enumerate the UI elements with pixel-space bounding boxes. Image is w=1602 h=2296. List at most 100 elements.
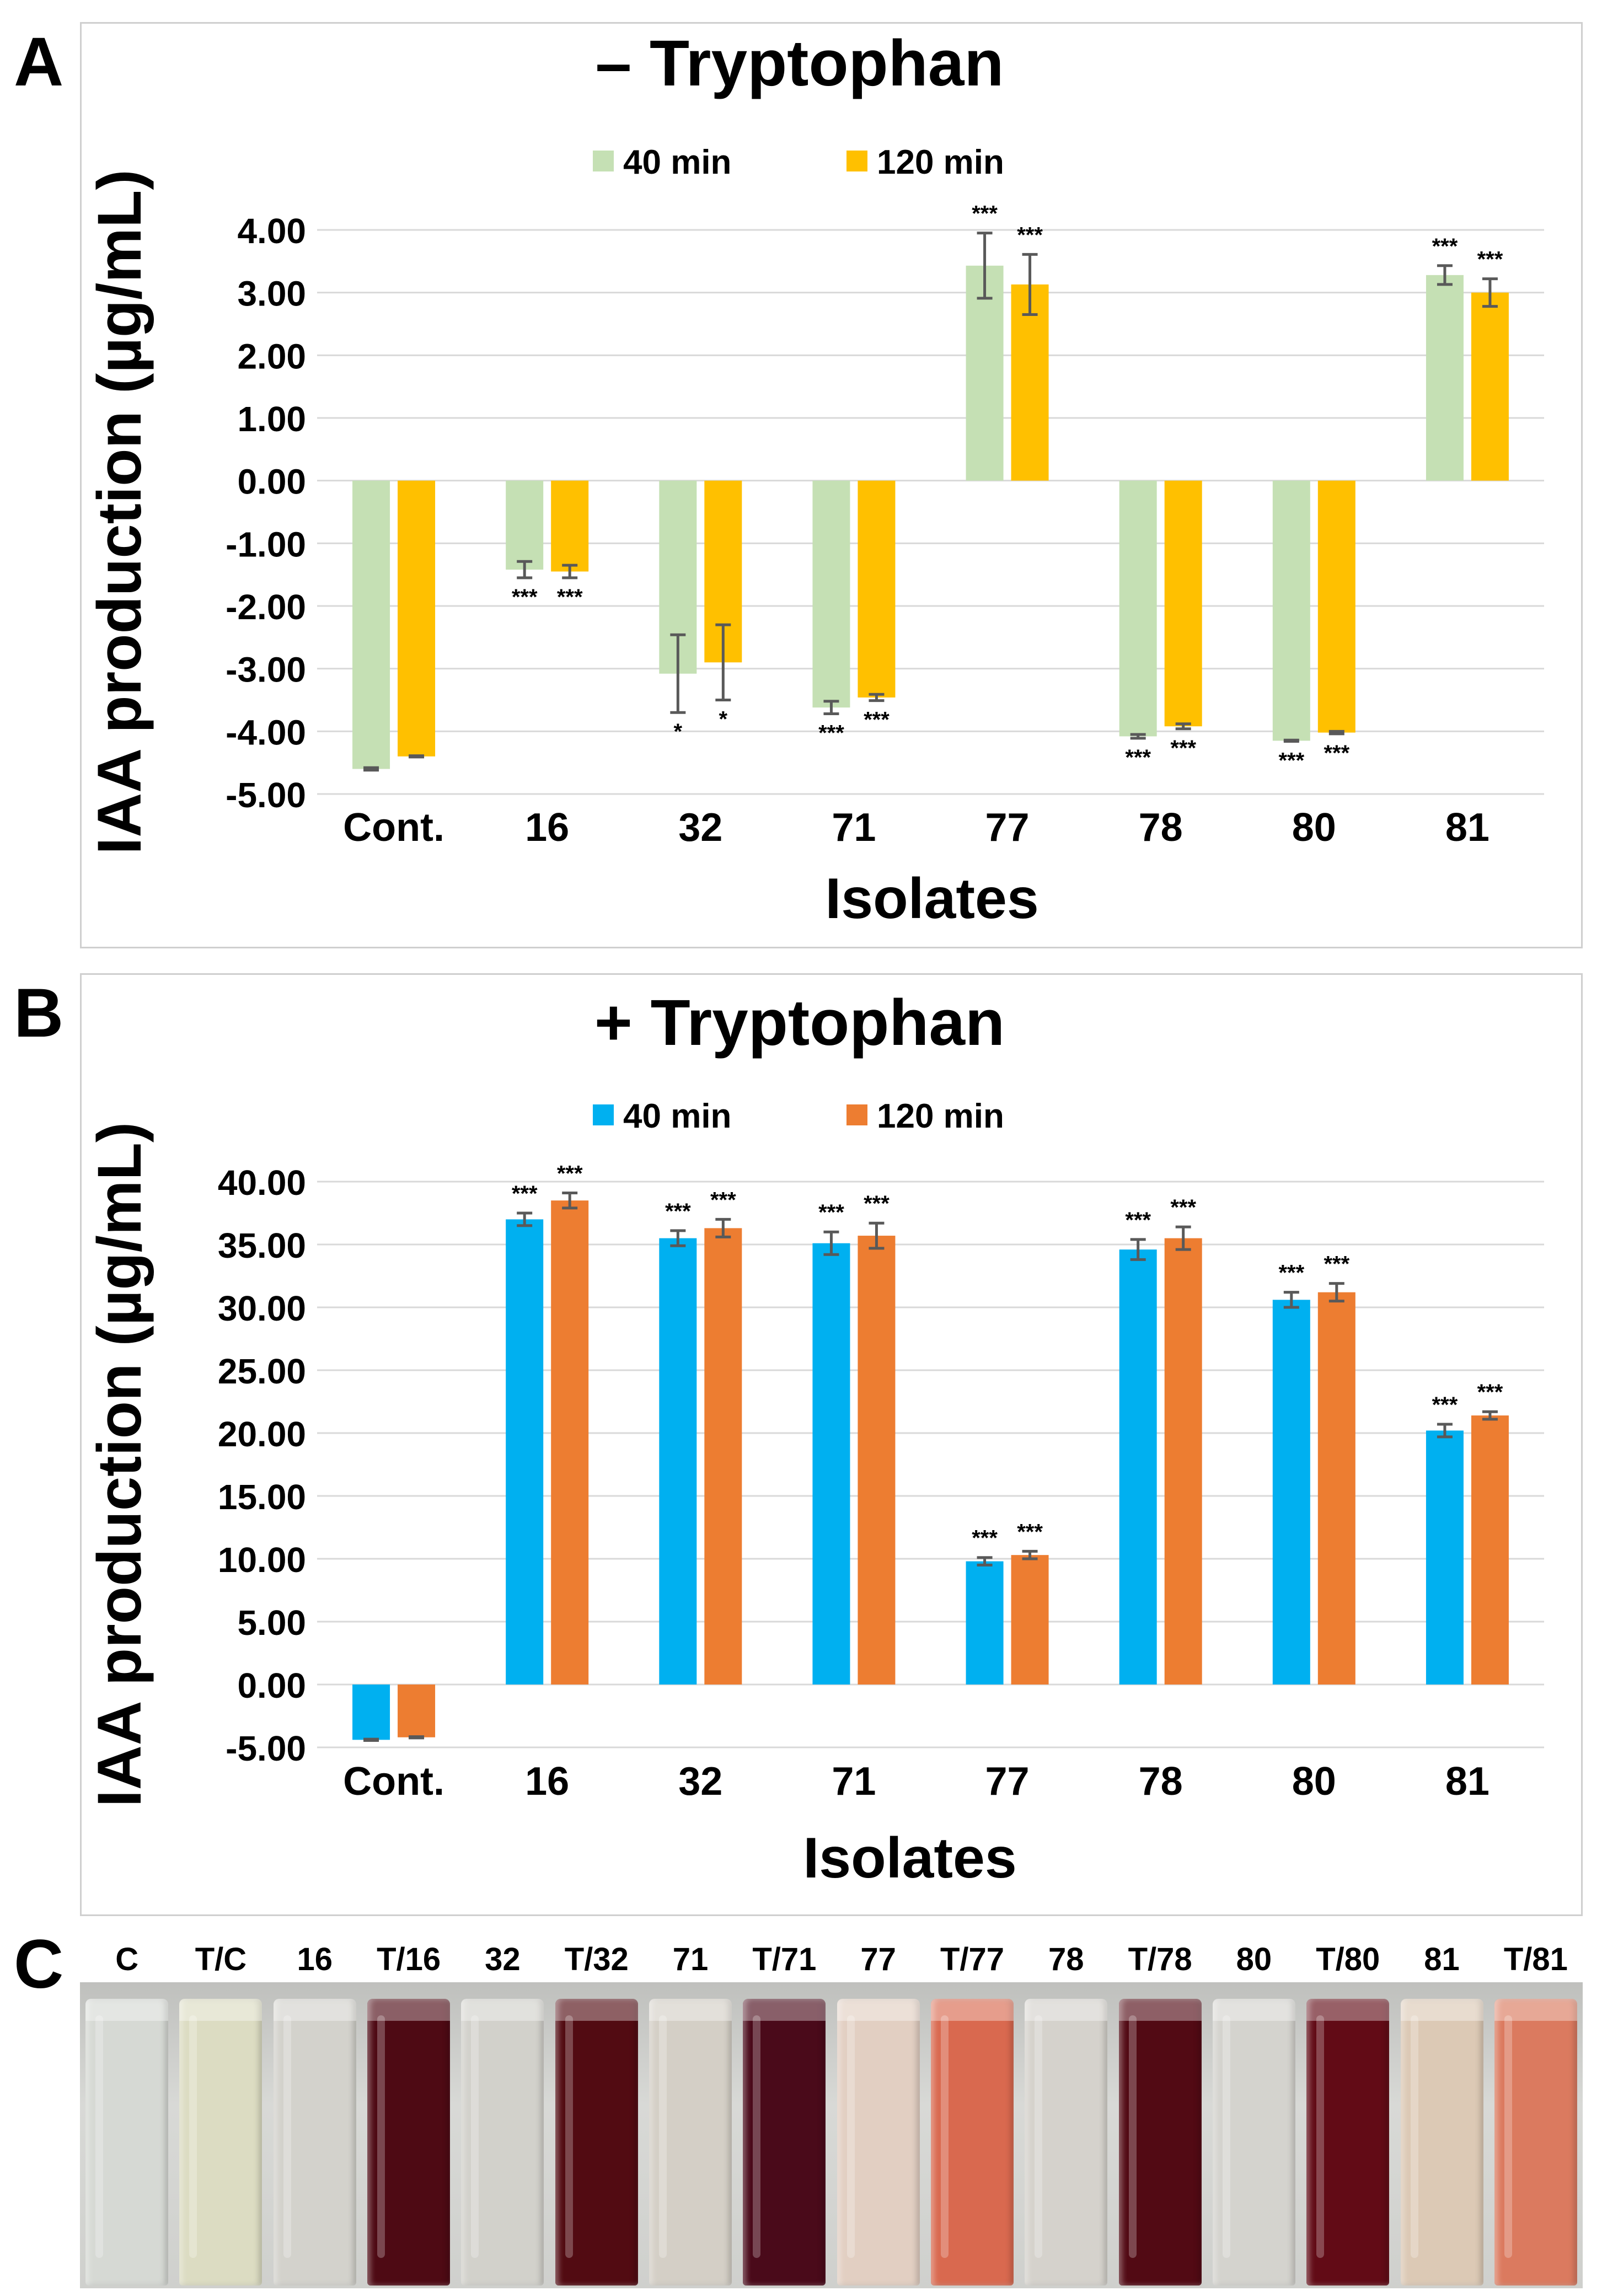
cuvette <box>837 1999 920 2286</box>
cuvette-top <box>1494 1999 1577 2021</box>
significance-stars: *** <box>1477 1380 1503 1404</box>
tube-label: C <box>115 1941 139 1977</box>
significance-stars: *** <box>1278 749 1304 773</box>
bar <box>352 1685 390 1740</box>
y-tick-label: 0.00 <box>237 462 306 502</box>
x-tick-label: Cont. <box>343 806 444 850</box>
tube-label: 32 <box>485 1941 521 1977</box>
tube-label: T/C <box>195 1941 247 1977</box>
cuvette-top <box>1025 1999 1108 2021</box>
bar <box>1164 1238 1202 1685</box>
tube-label: T/16 <box>377 1941 441 1977</box>
cuvette-top <box>461 1999 544 2021</box>
legend-label: 40 min <box>623 143 731 181</box>
cuvette <box>1494 1999 1577 2286</box>
y-tick-label: -2.00 <box>226 587 306 627</box>
significance-stars: *** <box>512 1182 538 1206</box>
significance-stars: *** <box>512 585 538 609</box>
tube-label-row: C T/C 16 T/16 32 T/32 71 T/71 77 T/77 78 T/78 80 T/80… <box>80 1930 1583 1982</box>
tube-label: T/77 <box>940 1941 1004 1977</box>
bar <box>1011 284 1049 481</box>
legend-label: 120 min <box>877 1097 1004 1135</box>
significance-stars: *** <box>1017 223 1043 247</box>
cuvette-top <box>367 1999 451 2021</box>
x-tick-label: Cont. <box>343 1759 444 1804</box>
significance-stars: *** <box>1432 1393 1458 1417</box>
significance-stars: *** <box>710 1188 736 1212</box>
tube-label: 71 <box>672 1941 709 1977</box>
y-tick-label: 35.00 <box>218 1226 306 1265</box>
y-tick-label: 10.00 <box>218 1540 306 1580</box>
significance-stars: *** <box>1432 234 1458 259</box>
bar <box>352 480 390 769</box>
chart-a: 4.00 3.00 2.00 1.00 0.00 -1.00 -2.00 -3.00 -4.00… <box>85 27 1544 931</box>
legend-label: 40 min <box>623 1097 731 1135</box>
significance-stars: *** <box>864 1192 890 1216</box>
y-axis-label: IAA production (µg/mL) <box>85 169 154 854</box>
bar <box>1426 275 1464 481</box>
y-tick-label: -5.00 <box>226 775 306 815</box>
legend-label: 120 min <box>877 143 1004 181</box>
cuvette <box>930 1999 1014 2286</box>
panel-b-letter: B <box>14 975 64 1052</box>
legend-swatch <box>593 1104 614 1125</box>
tube-photo-panel: C T/C 16 T/16 32 T/32 71 T/71 77 T/77 78 T/78 80 T/80… <box>80 1930 1583 2288</box>
significance-stars: *** <box>557 1162 583 1186</box>
bar <box>1011 1555 1049 1685</box>
significance-stars: *** <box>1324 1252 1349 1276</box>
x-tick-label: 78 <box>1139 806 1183 850</box>
y-tick-label: 1.00 <box>237 399 306 439</box>
x-tick-label: 32 <box>678 806 722 850</box>
tube-label: T/78 <box>1128 1941 1192 1977</box>
cuvette <box>1212 1999 1295 2286</box>
significance-stars: *** <box>1017 1520 1043 1544</box>
bar <box>812 480 850 708</box>
bar <box>398 480 436 757</box>
tube-label: 81 <box>1424 1941 1460 1977</box>
significance-stars: *** <box>1324 741 1349 765</box>
cuvette <box>1400 1999 1483 2286</box>
cuvette-top <box>930 1999 1014 2021</box>
bar <box>966 1561 1004 1685</box>
legend-swatch <box>593 151 614 171</box>
bar <box>506 1219 544 1685</box>
y-tick-label: 0.00 <box>237 1666 306 1705</box>
y-tick-label: 5.00 <box>237 1603 306 1643</box>
x-tick-label: 16 <box>525 806 569 850</box>
significance-stars: *** <box>818 721 844 745</box>
cuvette-top <box>273 1999 356 2021</box>
bar <box>1471 1415 1509 1685</box>
bar <box>1317 1292 1355 1685</box>
tube-label: T/71 <box>752 1941 817 1977</box>
x-tick-label: 77 <box>985 1759 1030 1804</box>
significance-stars: * <box>719 707 728 732</box>
significance-stars: *** <box>818 1200 844 1225</box>
bar <box>659 1238 697 1685</box>
bar <box>1119 1249 1157 1685</box>
bar <box>812 1243 850 1685</box>
y-tick-label: 40.00 <box>218 1163 306 1203</box>
significance-stars: *** <box>1278 1261 1304 1285</box>
x-tick-label: 80 <box>1292 1759 1336 1804</box>
significance-stars: *** <box>1477 248 1503 272</box>
y-tick-label: 2.00 <box>237 336 306 376</box>
cuvette <box>1025 1999 1108 2286</box>
significance-stars: *** <box>665 1199 691 1224</box>
cuvette <box>555 1999 638 2286</box>
x-axis-label: Isolates <box>803 1826 1016 1890</box>
x-tick-label: 71 <box>832 1759 876 1804</box>
significance-stars: *** <box>1170 736 1196 760</box>
cuvette <box>1306 1999 1390 2286</box>
cuvette-top <box>179 1999 262 2021</box>
x-tick-label: 80 <box>1292 806 1336 850</box>
x-axis-label: Isolates <box>825 867 1038 931</box>
bar <box>1272 480 1310 741</box>
cuvette <box>1118 1999 1202 2286</box>
cuvette <box>273 1999 356 2286</box>
y-tick-label: -3.00 <box>226 650 306 690</box>
tube-label: 77 <box>860 1941 896 1977</box>
significance-stars: * <box>674 720 683 744</box>
significance-stars: *** <box>972 1526 998 1551</box>
bar <box>1426 1430 1464 1685</box>
bar <box>551 480 589 572</box>
